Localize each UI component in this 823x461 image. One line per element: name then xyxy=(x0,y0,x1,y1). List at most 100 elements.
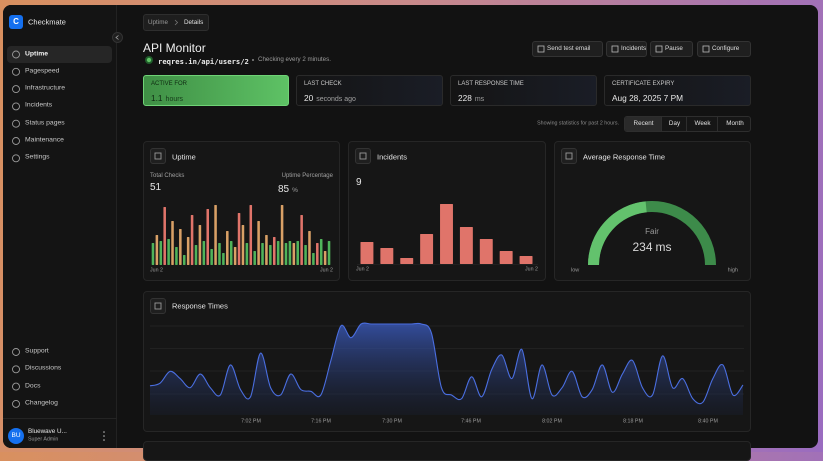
bar xyxy=(214,205,217,265)
bar xyxy=(206,209,210,265)
stat-value-line: Aug 28, 2025 7 PM xyxy=(612,89,683,105)
x-label: Jun 2 xyxy=(150,267,163,274)
nav-selected xyxy=(7,46,112,63)
stat-value-line: 1.1 hours xyxy=(151,89,183,105)
nav-item[interactable]: Discussions xyxy=(25,364,62,372)
action-label[interactable]: Configure xyxy=(712,44,740,52)
gauge-value xyxy=(588,201,647,266)
breadcrumb xyxy=(143,14,209,31)
action-button[interactable] xyxy=(606,41,647,57)
bar xyxy=(300,215,303,265)
bar xyxy=(257,221,260,265)
bar xyxy=(167,239,170,265)
user-name: Bluewave U... xyxy=(28,427,67,435)
action-button[interactable] xyxy=(697,41,751,57)
x-label: 7:16 PM xyxy=(311,417,331,424)
card-icon-glyph xyxy=(359,152,367,160)
bar xyxy=(190,215,194,265)
nav-item[interactable]: Settings xyxy=(25,153,50,161)
nav-item[interactable]: Uptime xyxy=(25,50,49,58)
avatar xyxy=(8,428,24,444)
bar xyxy=(261,243,264,265)
action-label[interactable]: Pause xyxy=(665,44,683,52)
bar xyxy=(308,231,311,265)
user-role: Super Admin xyxy=(28,436,59,443)
metric-value: 85 xyxy=(278,184,290,195)
stat-value: 1.1 xyxy=(151,93,163,103)
bar xyxy=(155,235,159,265)
card-icon xyxy=(355,148,371,164)
nav-icon xyxy=(12,365,20,374)
nav-icon xyxy=(12,399,20,408)
nav-item[interactable]: Maintenance xyxy=(25,136,64,144)
card-icon xyxy=(150,148,166,164)
range-tab-divider xyxy=(661,117,662,131)
stat-value-line: 228 ms xyxy=(458,89,484,105)
bar xyxy=(229,241,233,265)
stat-value: 228 xyxy=(458,93,472,103)
monitor-url-line: reqres.in/api/users/2 xyxy=(158,52,249,68)
action-label[interactable]: Send test email xyxy=(547,44,591,52)
bar xyxy=(186,237,190,265)
bar xyxy=(288,241,292,265)
nav-icon xyxy=(12,154,20,163)
range-note: Showing statistics for past 2 hours. xyxy=(537,120,619,127)
range-tab[interactable]: Month xyxy=(726,119,744,127)
bar xyxy=(459,227,473,264)
stat-card xyxy=(143,75,289,106)
metric-value-line: 85% xyxy=(278,180,298,196)
gauge-high: high xyxy=(727,266,738,273)
bar xyxy=(296,241,300,265)
bar xyxy=(175,247,178,265)
range-tab[interactable]: Day xyxy=(668,119,681,127)
x-label: Jun 2 xyxy=(320,267,333,274)
stat-label: ACTIVE FOR xyxy=(151,81,188,87)
range-tab-divider xyxy=(686,117,687,131)
separator-dot xyxy=(252,59,254,61)
nav-item[interactable]: Support xyxy=(25,347,49,355)
bar xyxy=(237,213,241,265)
nav-icon xyxy=(12,382,20,391)
nav-item[interactable]: Status pages xyxy=(25,119,65,127)
bar xyxy=(179,229,182,265)
bar xyxy=(163,207,166,265)
bar xyxy=(440,204,453,264)
bar xyxy=(245,243,249,265)
action-button[interactable] xyxy=(532,41,603,57)
stat-unit: seconds ago xyxy=(316,96,356,103)
range-tab-divider xyxy=(717,117,718,131)
x-label: 8:40 PM xyxy=(698,417,718,424)
metric-value: 51 xyxy=(150,181,162,193)
bar xyxy=(241,225,245,265)
stat-card xyxy=(296,75,443,106)
bar xyxy=(276,241,280,265)
range-tab[interactable]: Recent xyxy=(633,119,654,127)
card-title: Incidents xyxy=(377,151,408,161)
nav-item[interactable]: Changelog xyxy=(25,399,58,407)
breadcrumb-item[interactable]: Uptime xyxy=(148,18,168,26)
nav-item[interactable]: Docs xyxy=(25,382,41,390)
bar xyxy=(222,253,225,265)
bar xyxy=(400,258,414,264)
x-label: 7:46 PM xyxy=(461,417,481,424)
button-icon xyxy=(537,45,545,53)
bar xyxy=(319,239,323,265)
menu-dot xyxy=(103,435,105,437)
bar xyxy=(249,205,253,265)
monitor-url: reqres.in/api/users/2 xyxy=(158,57,249,66)
collapse-glyph xyxy=(115,35,119,40)
breadcrumb-separator xyxy=(174,19,179,26)
range-tab[interactable]: Week xyxy=(694,119,711,127)
button-icon xyxy=(611,45,619,53)
bar xyxy=(519,256,533,264)
nav-item[interactable]: Incidents xyxy=(25,101,53,109)
nav-item[interactable]: Infrastructure xyxy=(25,84,66,92)
nav-item[interactable]: Pagespeed xyxy=(25,67,60,75)
status-dot xyxy=(146,57,152,63)
action-label[interactable]: Incidents xyxy=(621,44,647,52)
x-label: 7:30 PM xyxy=(382,417,402,424)
collapse-button[interactable] xyxy=(112,32,123,43)
action-button[interactable] xyxy=(650,41,693,57)
